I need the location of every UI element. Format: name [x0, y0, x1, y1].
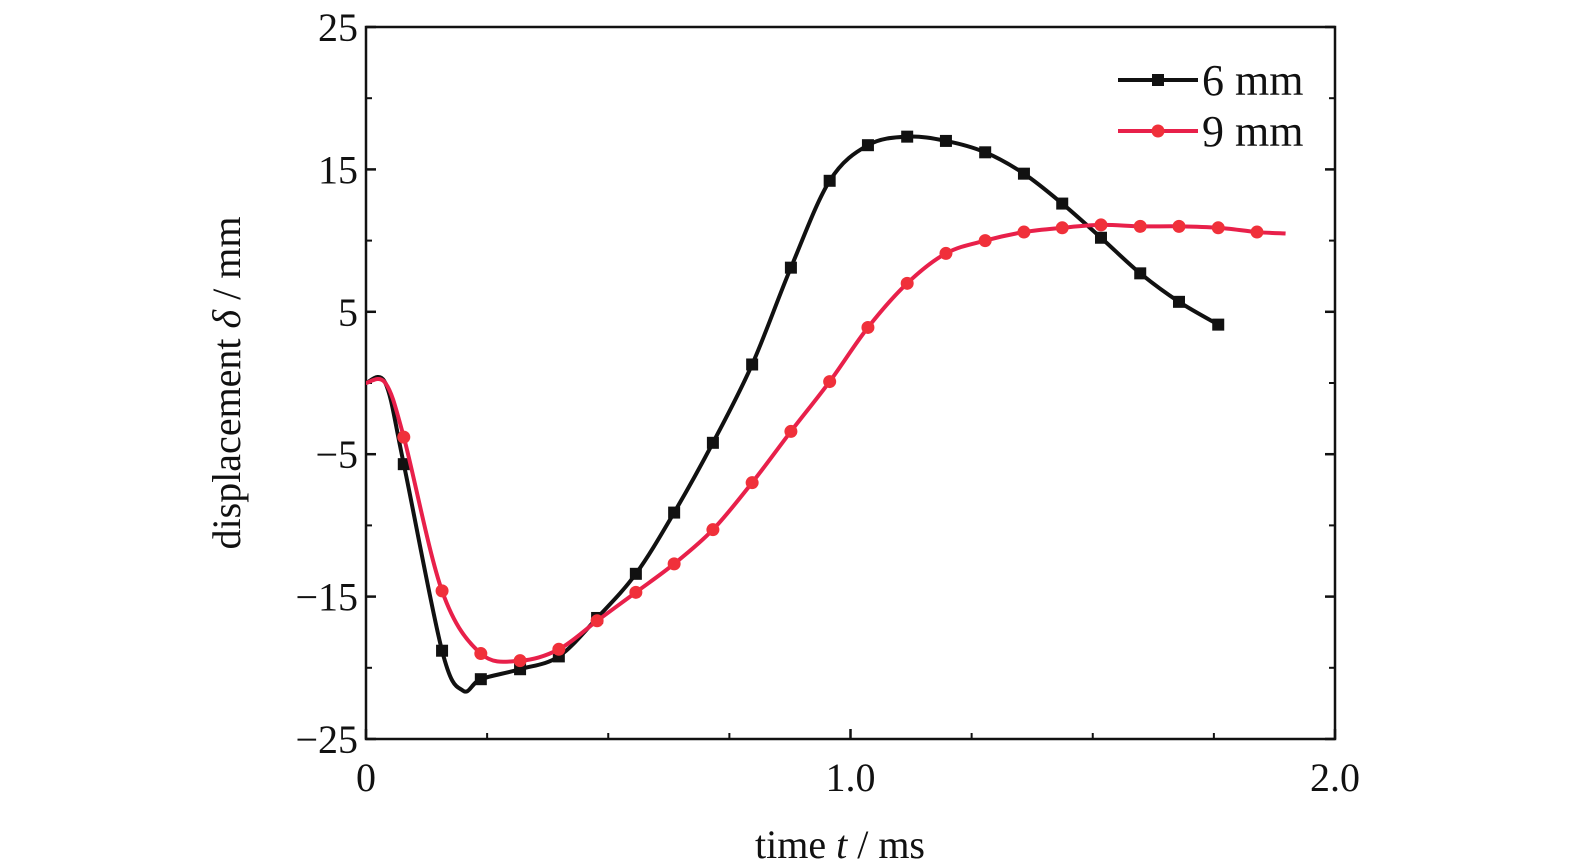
legend-marker-circle — [1151, 124, 1165, 138]
data-point-square — [784, 261, 797, 274]
legend-item: 6 mm — [1118, 56, 1303, 105]
data-point-circle — [784, 424, 798, 438]
ticks: 25 15 5 −5 −15 −250 1.0 2.0 — [295, 5, 1360, 800]
axes — [364, 25, 1337, 741]
series — [365, 130, 1286, 694]
data-point-circle — [1094, 218, 1108, 232]
data-point-circle — [1133, 219, 1147, 233]
legend-item: 9 mm — [1118, 107, 1303, 156]
data-point-circle — [513, 654, 527, 668]
data-point-circle — [745, 476, 759, 490]
data-point-circle — [978, 234, 992, 248]
data-point-circle — [939, 246, 953, 260]
series-9mm — [365, 218, 1286, 668]
series-6mm — [365, 130, 1225, 694]
series-line — [365, 134, 1220, 694]
y-axis-label: displacement δ / mm — [204, 217, 249, 550]
data-point-square — [979, 146, 992, 159]
data-point-square — [474, 673, 487, 686]
y-tick-label: 15 — [318, 147, 358, 192]
data-point-circle — [590, 614, 604, 628]
data-point-circle — [1250, 225, 1264, 239]
data-point-square — [939, 134, 952, 147]
y-tick-label: −5 — [315, 432, 358, 477]
y-tick-label: −15 — [295, 575, 358, 620]
data-point-square — [901, 130, 914, 143]
data-point-circle — [706, 523, 720, 537]
data-point-square — [823, 174, 836, 187]
y-tick-label: −25 — [295, 717, 358, 762]
data-point-square — [668, 506, 681, 519]
x-axis-label: time t / ms — [755, 822, 925, 867]
legend-label: 9 mm — [1202, 107, 1303, 156]
legend-label: 6 mm — [1202, 56, 1303, 105]
data-point-circle — [435, 584, 449, 598]
y-tick-label: 5 — [338, 290, 358, 335]
data-point-square — [436, 644, 449, 657]
data-point-square — [1212, 318, 1225, 331]
data-point-circle — [1211, 221, 1225, 235]
data-point-square — [1056, 197, 1069, 210]
x-tick-label: 0 — [356, 755, 376, 800]
data-point-square — [706, 436, 719, 449]
x-tick-label: 1.0 — [826, 755, 876, 800]
data-point-square — [1094, 231, 1107, 244]
data-point-circle — [823, 375, 837, 389]
data-point-circle — [1017, 225, 1031, 239]
data-point-circle — [474, 647, 488, 661]
data-point-square — [746, 358, 759, 371]
data-point-square — [397, 458, 410, 471]
legend: 6 mm9 mm — [1118, 56, 1303, 156]
series-line — [365, 222, 1286, 664]
data-point-circle — [552, 642, 566, 656]
data-point-square — [861, 139, 874, 152]
data-point-circle — [1055, 221, 1069, 235]
data-point-square — [1134, 267, 1147, 280]
data-point-square — [1017, 167, 1030, 180]
data-point-circle — [397, 430, 411, 444]
data-point-square — [1172, 295, 1185, 308]
data-point-circle — [1172, 219, 1186, 233]
y-tick-label: 25 — [318, 5, 358, 50]
x-tick-label: 2.0 — [1310, 755, 1360, 800]
data-point-circle — [861, 320, 875, 334]
data-point-circle — [900, 276, 914, 290]
data-point-square — [629, 567, 642, 580]
data-point-circle — [629, 585, 643, 599]
plot-frame — [364, 25, 1337, 741]
data-point-circle — [667, 557, 681, 571]
legend-marker-square — [1152, 74, 1164, 86]
